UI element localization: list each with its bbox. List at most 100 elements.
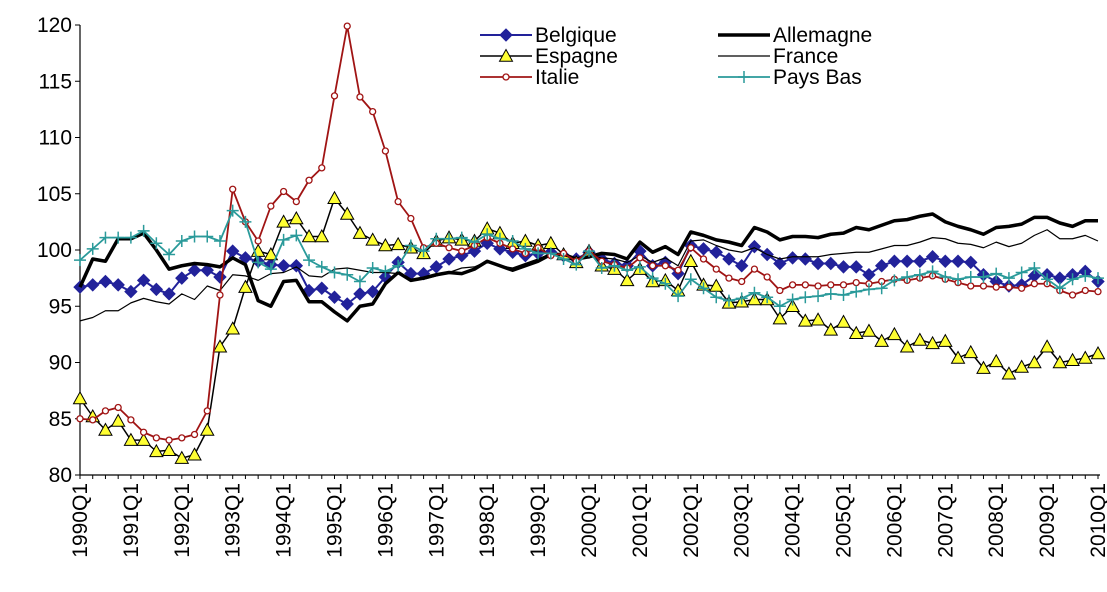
marker (950, 350, 966, 364)
legend-label: Belgique (535, 24, 617, 47)
marker (687, 244, 695, 252)
marker (785, 298, 800, 312)
marker (392, 259, 405, 272)
marker (252, 256, 265, 269)
marker (814, 282, 822, 290)
marker (136, 432, 151, 446)
x-tick-label: 1994Q1 (273, 483, 296, 558)
marker (659, 277, 672, 290)
marker (988, 353, 1004, 368)
legend-item: Espagne (480, 45, 618, 68)
marker (467, 244, 482, 258)
marker (315, 260, 328, 273)
marker (165, 436, 173, 444)
marker (697, 282, 710, 295)
marker (301, 228, 317, 243)
marker (725, 274, 733, 282)
marker (290, 229, 303, 242)
marker (963, 344, 979, 359)
marker (98, 422, 113, 436)
y-tick-label: 105 (37, 183, 72, 206)
marker (811, 256, 825, 271)
legend-label: Espagne (535, 45, 618, 68)
marker (174, 450, 190, 464)
marker (683, 253, 699, 267)
marker (178, 434, 186, 442)
marker (862, 268, 876, 282)
marker (836, 260, 851, 274)
marker (277, 233, 290, 246)
marker (964, 271, 977, 283)
marker (1052, 354, 1068, 369)
marker (264, 263, 277, 276)
marker (212, 339, 228, 353)
marker (1094, 287, 1102, 296)
x-tick-label: 1998Q1 (476, 483, 499, 558)
marker (1053, 282, 1066, 295)
marker (773, 256, 787, 271)
marker (992, 283, 1000, 291)
marker (110, 413, 126, 427)
marker (699, 255, 708, 263)
marker (708, 278, 724, 292)
marker (150, 237, 163, 250)
marker (288, 210, 304, 225)
marker (967, 282, 975, 290)
marker (381, 147, 390, 155)
marker (747, 239, 762, 254)
marker (76, 415, 84, 423)
y-tick-label: 115 (39, 70, 72, 93)
marker (608, 259, 621, 272)
marker (824, 287, 837, 300)
marker (786, 293, 799, 306)
marker (937, 333, 953, 347)
marker (201, 230, 214, 243)
marker (672, 290, 685, 303)
marker (763, 273, 771, 281)
series-line (79, 25, 1099, 442)
marker (199, 422, 215, 436)
marker (163, 248, 176, 261)
marker (979, 282, 988, 290)
marker (127, 416, 135, 424)
marker (468, 236, 481, 249)
marker (442, 252, 456, 266)
x-tick-label: 2007Q1 (934, 483, 957, 558)
legend-label: France (773, 45, 838, 68)
marker (621, 264, 634, 277)
y-tick-label: 80 (49, 464, 72, 487)
marker (493, 242, 507, 256)
marker (267, 202, 275, 210)
legend-item: Allemagne (718, 24, 872, 47)
x-tick-label: 2003Q1 (731, 483, 754, 558)
marker (722, 294, 735, 307)
x-tick-label: 2004Q1 (782, 483, 805, 558)
marker (785, 251, 800, 265)
marker (543, 235, 559, 249)
marker (901, 271, 914, 283)
marker (1005, 283, 1013, 291)
marker (303, 254, 316, 267)
marker (1028, 262, 1041, 274)
marker (952, 273, 965, 286)
marker (852, 278, 860, 287)
marker (810, 312, 826, 326)
marker (990, 267, 1003, 280)
marker (98, 274, 113, 289)
x-tick-label: 1999Q1 (527, 483, 550, 558)
marker (788, 281, 797, 289)
marker (498, 48, 514, 62)
x-tick-label: 1993Q1 (222, 483, 245, 558)
marker (239, 215, 252, 228)
marker (824, 256, 838, 271)
marker (735, 292, 748, 305)
marker (696, 242, 711, 256)
marker (684, 273, 697, 286)
x-tick-label: 1996Q1 (374, 483, 397, 558)
marker (175, 235, 188, 247)
marker (1041, 273, 1054, 286)
marker (776, 286, 784, 295)
marker (124, 284, 138, 299)
marker (341, 268, 354, 281)
marker (633, 260, 646, 273)
